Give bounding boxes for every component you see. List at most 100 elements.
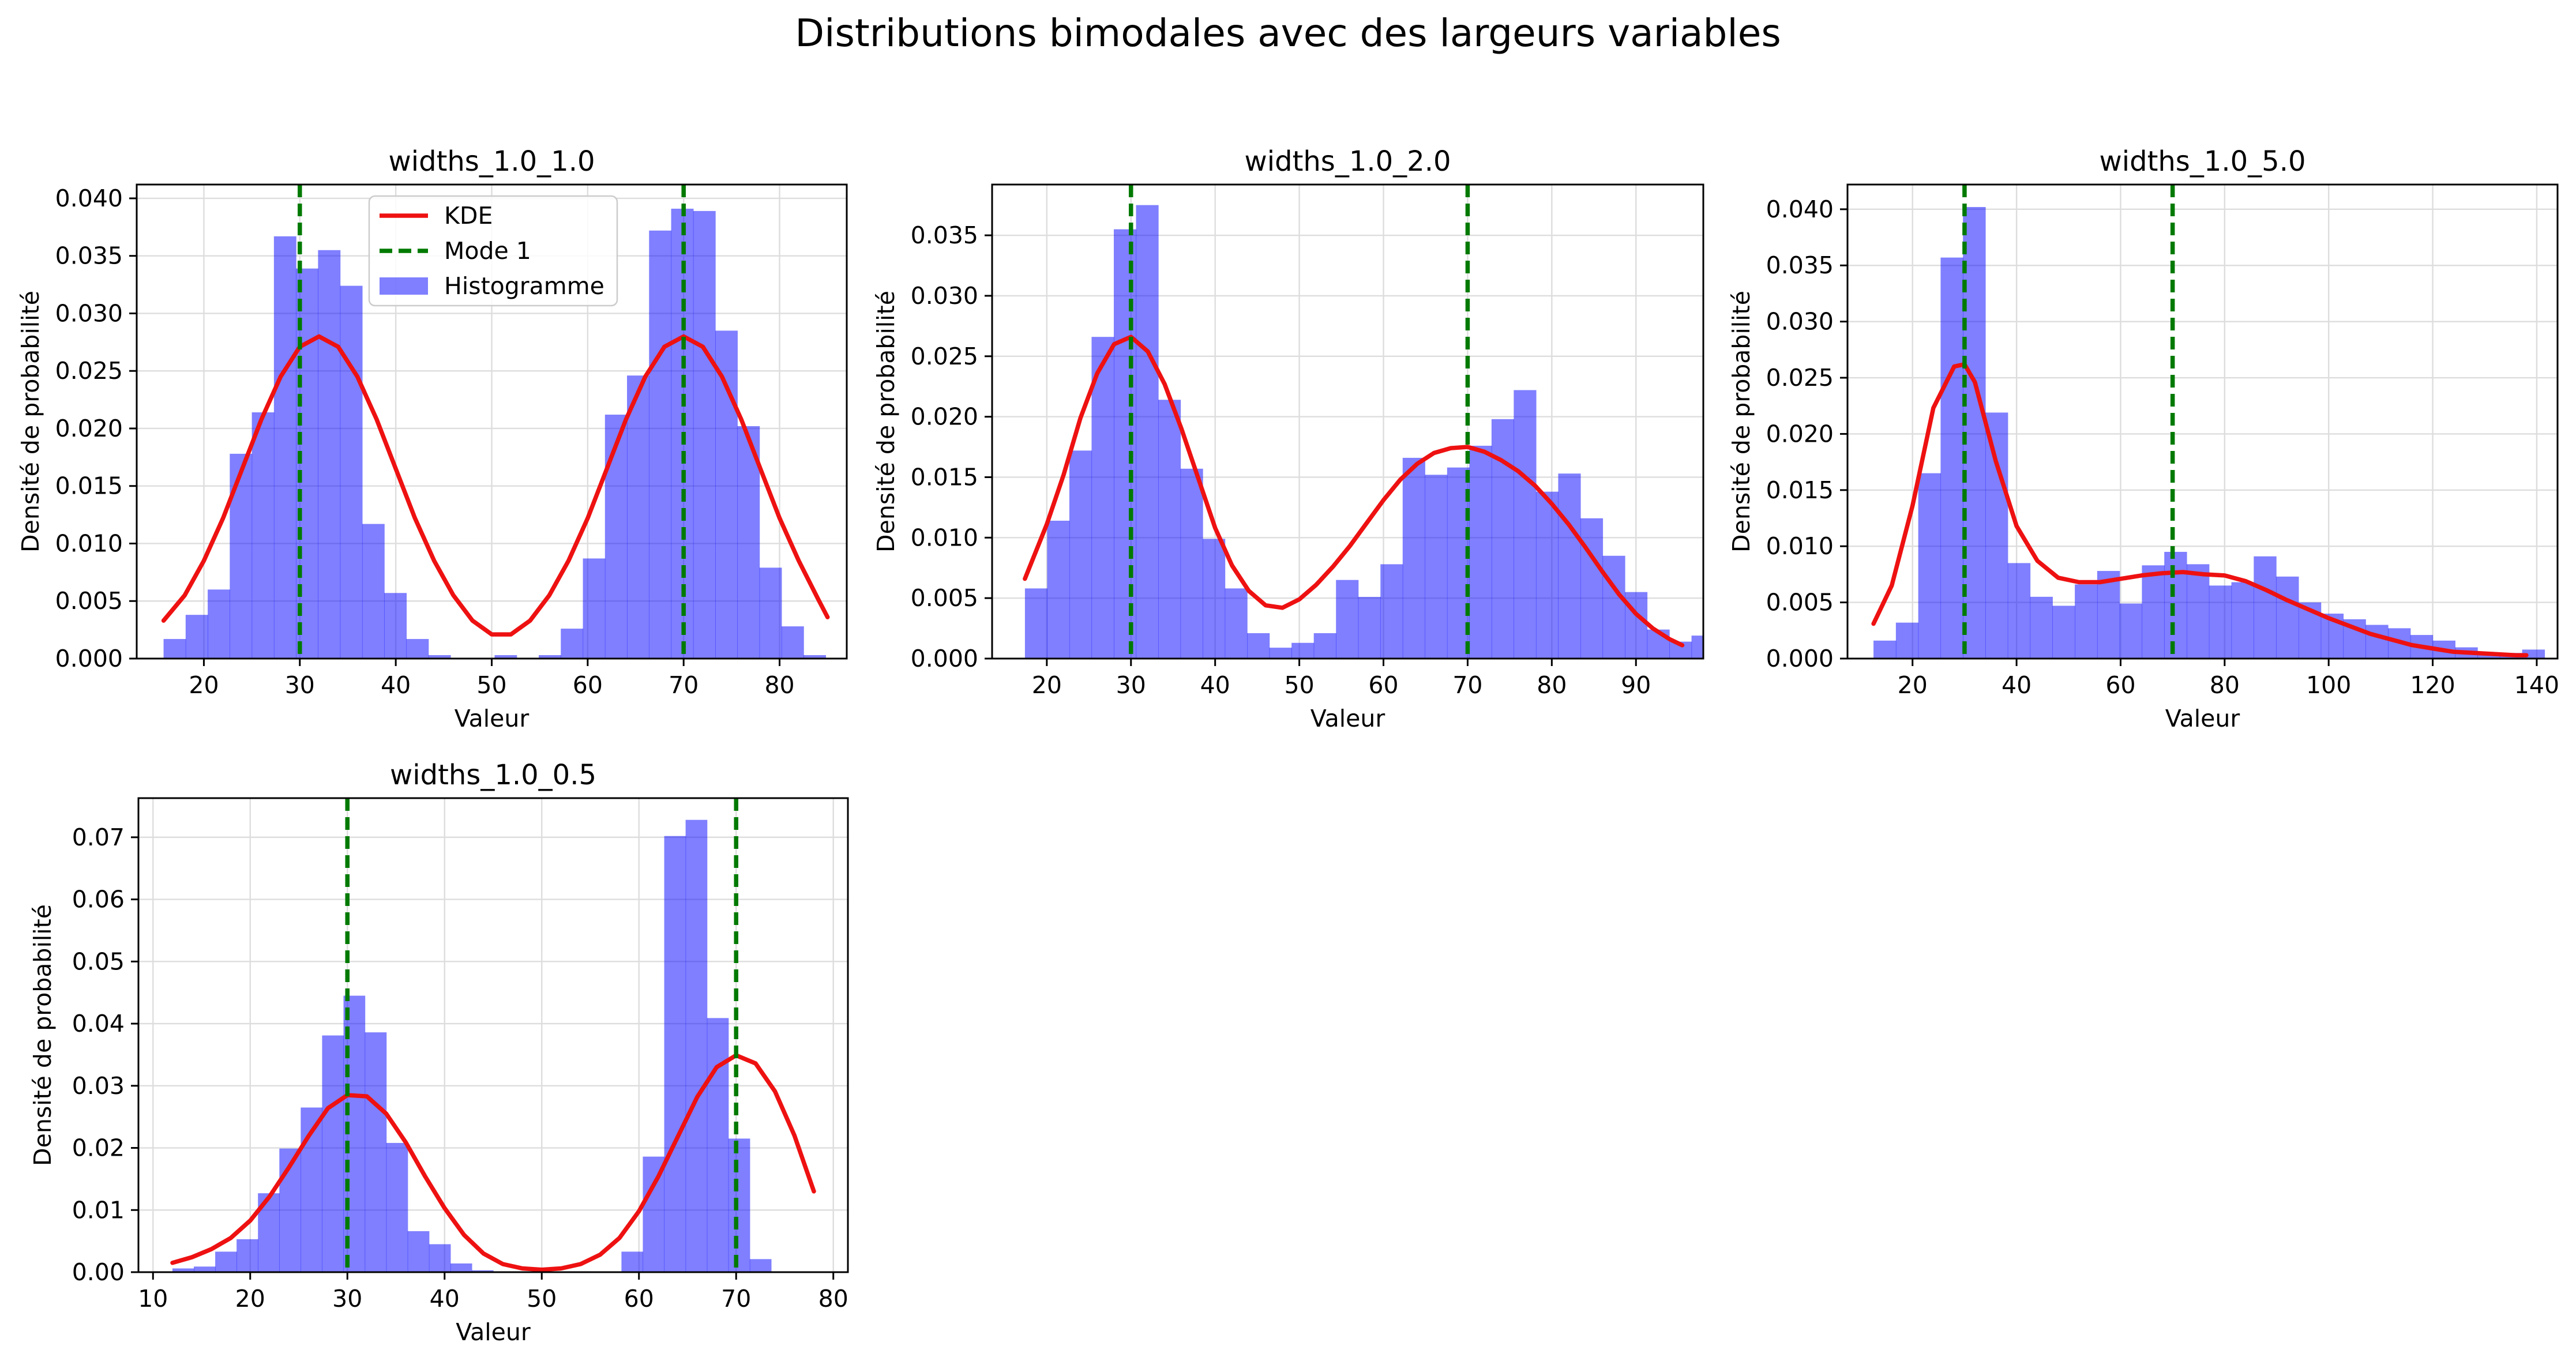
histogram-bar	[561, 629, 584, 659]
histogram-bar	[2209, 585, 2232, 659]
x-tick-label: 80	[1537, 671, 1567, 699]
histogram-bar	[2052, 606, 2075, 659]
x-tick-label: 30	[285, 671, 315, 699]
histogram-bar	[2254, 556, 2277, 659]
x-tick-label: 140	[2514, 671, 2559, 699]
histogram-bar	[2075, 584, 2098, 659]
y-tick-label: 0.040	[1766, 195, 1834, 223]
legend: KDE Mode 1 Histogramme	[368, 195, 618, 307]
x-tick-label: 80	[764, 671, 794, 699]
x-tick-label: 40	[381, 671, 411, 699]
x-tick-label: 20	[1898, 671, 1928, 699]
histogram-bar	[340, 285, 363, 659]
y-tick-label: 0.000	[1766, 645, 1834, 672]
legend-mode-label: Mode 1	[444, 237, 531, 265]
histogram-bar	[1918, 473, 1942, 659]
x-tick-label: 60	[573, 671, 603, 699]
histogram-bar	[2231, 582, 2254, 659]
histogram-bar	[1136, 205, 1159, 659]
x-tick-label: 50	[1285, 671, 1315, 699]
x-tick-label: 20	[189, 671, 219, 699]
histogram-bar	[322, 1035, 344, 1272]
y-tick-label: 0.015	[55, 472, 123, 500]
legend-box	[368, 195, 618, 307]
y-tick-label: 0.020	[1766, 420, 1834, 448]
histogram-bar	[2365, 625, 2389, 659]
x-tick-label: 40	[430, 1285, 460, 1313]
histogram-bar	[707, 1018, 729, 1272]
histogram-bar	[1402, 457, 1425, 659]
y-tick-label: 0.07	[72, 823, 125, 851]
axes-frame	[1846, 183, 2559, 660]
y-tick-label: 0.015	[1766, 476, 1834, 504]
x-tick-label: 10	[138, 1285, 168, 1313]
histogram-bar	[230, 453, 253, 659]
histogram-bar	[2097, 571, 2120, 659]
chart-panel-3: 20 40 60 80 100 120 140 0.000 0.005 0.010 0.015 0.0…	[1728, 145, 2559, 732]
y-tick-label: 0.010	[1766, 532, 1834, 560]
x-tick-label: 60	[2105, 671, 2135, 699]
histogram-bar	[1985, 412, 2008, 659]
y-axis-label: Densité de probabilité	[29, 904, 57, 1166]
histogram-bar	[781, 626, 804, 659]
x-tick-label: 70	[1452, 671, 1482, 699]
legend-kde-label: KDE	[444, 202, 493, 230]
x-tick-label: 50	[527, 1285, 557, 1313]
histogram-bar	[1963, 206, 1986, 659]
histogram-bar	[1203, 539, 1226, 659]
axes-frame	[137, 797, 849, 1273]
histogram-bar	[1024, 588, 1048, 659]
y-tick-label: 0.010	[55, 529, 123, 557]
histogram-bar	[604, 415, 628, 659]
y-axis-label: Densité de probabilité	[17, 291, 44, 552]
histogram-bar	[386, 1142, 408, 1272]
histogram-bar	[1091, 337, 1114, 659]
x-tick-label: 80	[2210, 671, 2240, 699]
histogram-bar	[1225, 588, 1248, 659]
y-tick-label: 0.000	[55, 645, 123, 672]
histogram-bar	[406, 639, 429, 659]
y-tick-label: 0.035	[55, 242, 123, 270]
histogram-bar	[1313, 633, 1336, 659]
histogram-bar	[429, 1244, 451, 1272]
plot-area	[1871, 185, 2545, 659]
kde-curve	[1871, 362, 2529, 657]
histogram-bar	[1358, 597, 1381, 659]
panel-title: widths_1.0_2.0	[1245, 145, 1451, 178]
plot-area	[161, 185, 830, 659]
kde-curve	[161, 334, 830, 637]
histogram-bar	[749, 1259, 772, 1272]
histogram-bar	[251, 412, 275, 659]
histogram-bar	[1514, 390, 1537, 659]
histogram-bar	[715, 330, 738, 659]
panel-title: widths_1.0_5.0	[2100, 145, 2306, 178]
legend-hist-label: Histogramme	[444, 272, 604, 300]
y-axis-label: Densité de probabilité	[872, 291, 900, 552]
histogram-bar	[428, 655, 451, 659]
y-tick-label: 0.020	[55, 415, 123, 442]
plot-area	[170, 798, 816, 1272]
histogram-bar	[539, 655, 561, 659]
y-tick-label: 0.030	[1766, 308, 1834, 336]
histogram-bar	[693, 210, 716, 659]
panel-title: widths_1.0_0.5	[390, 759, 596, 791]
figure-title: Distributions bimodales avec des largeur…	[795, 11, 1781, 55]
histogram-bar	[185, 615, 208, 659]
y-tick-label: 0.025	[1766, 364, 1834, 392]
y-tick-label: 0.030	[911, 282, 978, 310]
chart-panel-1: 20 30 40 50 60 70 80 0.000 0.005 0.010 0.015 0.020 0…	[17, 145, 848, 732]
histogram-bar	[1069, 450, 1092, 659]
x-tick-label: 80	[818, 1285, 848, 1313]
histogram-bar	[803, 655, 827, 659]
y-tick-label: 0.015	[911, 463, 978, 491]
histogram-bar	[1380, 564, 1403, 659]
histogram-bar	[621, 1251, 644, 1272]
panel-title: widths_1.0_1.0	[389, 145, 595, 178]
histogram-bar	[1558, 473, 1581, 659]
histogram-bar	[728, 1138, 750, 1272]
y-tick-label: 0.000	[911, 645, 978, 672]
histogram-bar	[1580, 518, 1604, 659]
x-tick-label: 20	[235, 1285, 265, 1313]
x-tick-label: 30	[332, 1285, 362, 1313]
y-axis-label: Densité de probabilité	[1728, 291, 1755, 552]
